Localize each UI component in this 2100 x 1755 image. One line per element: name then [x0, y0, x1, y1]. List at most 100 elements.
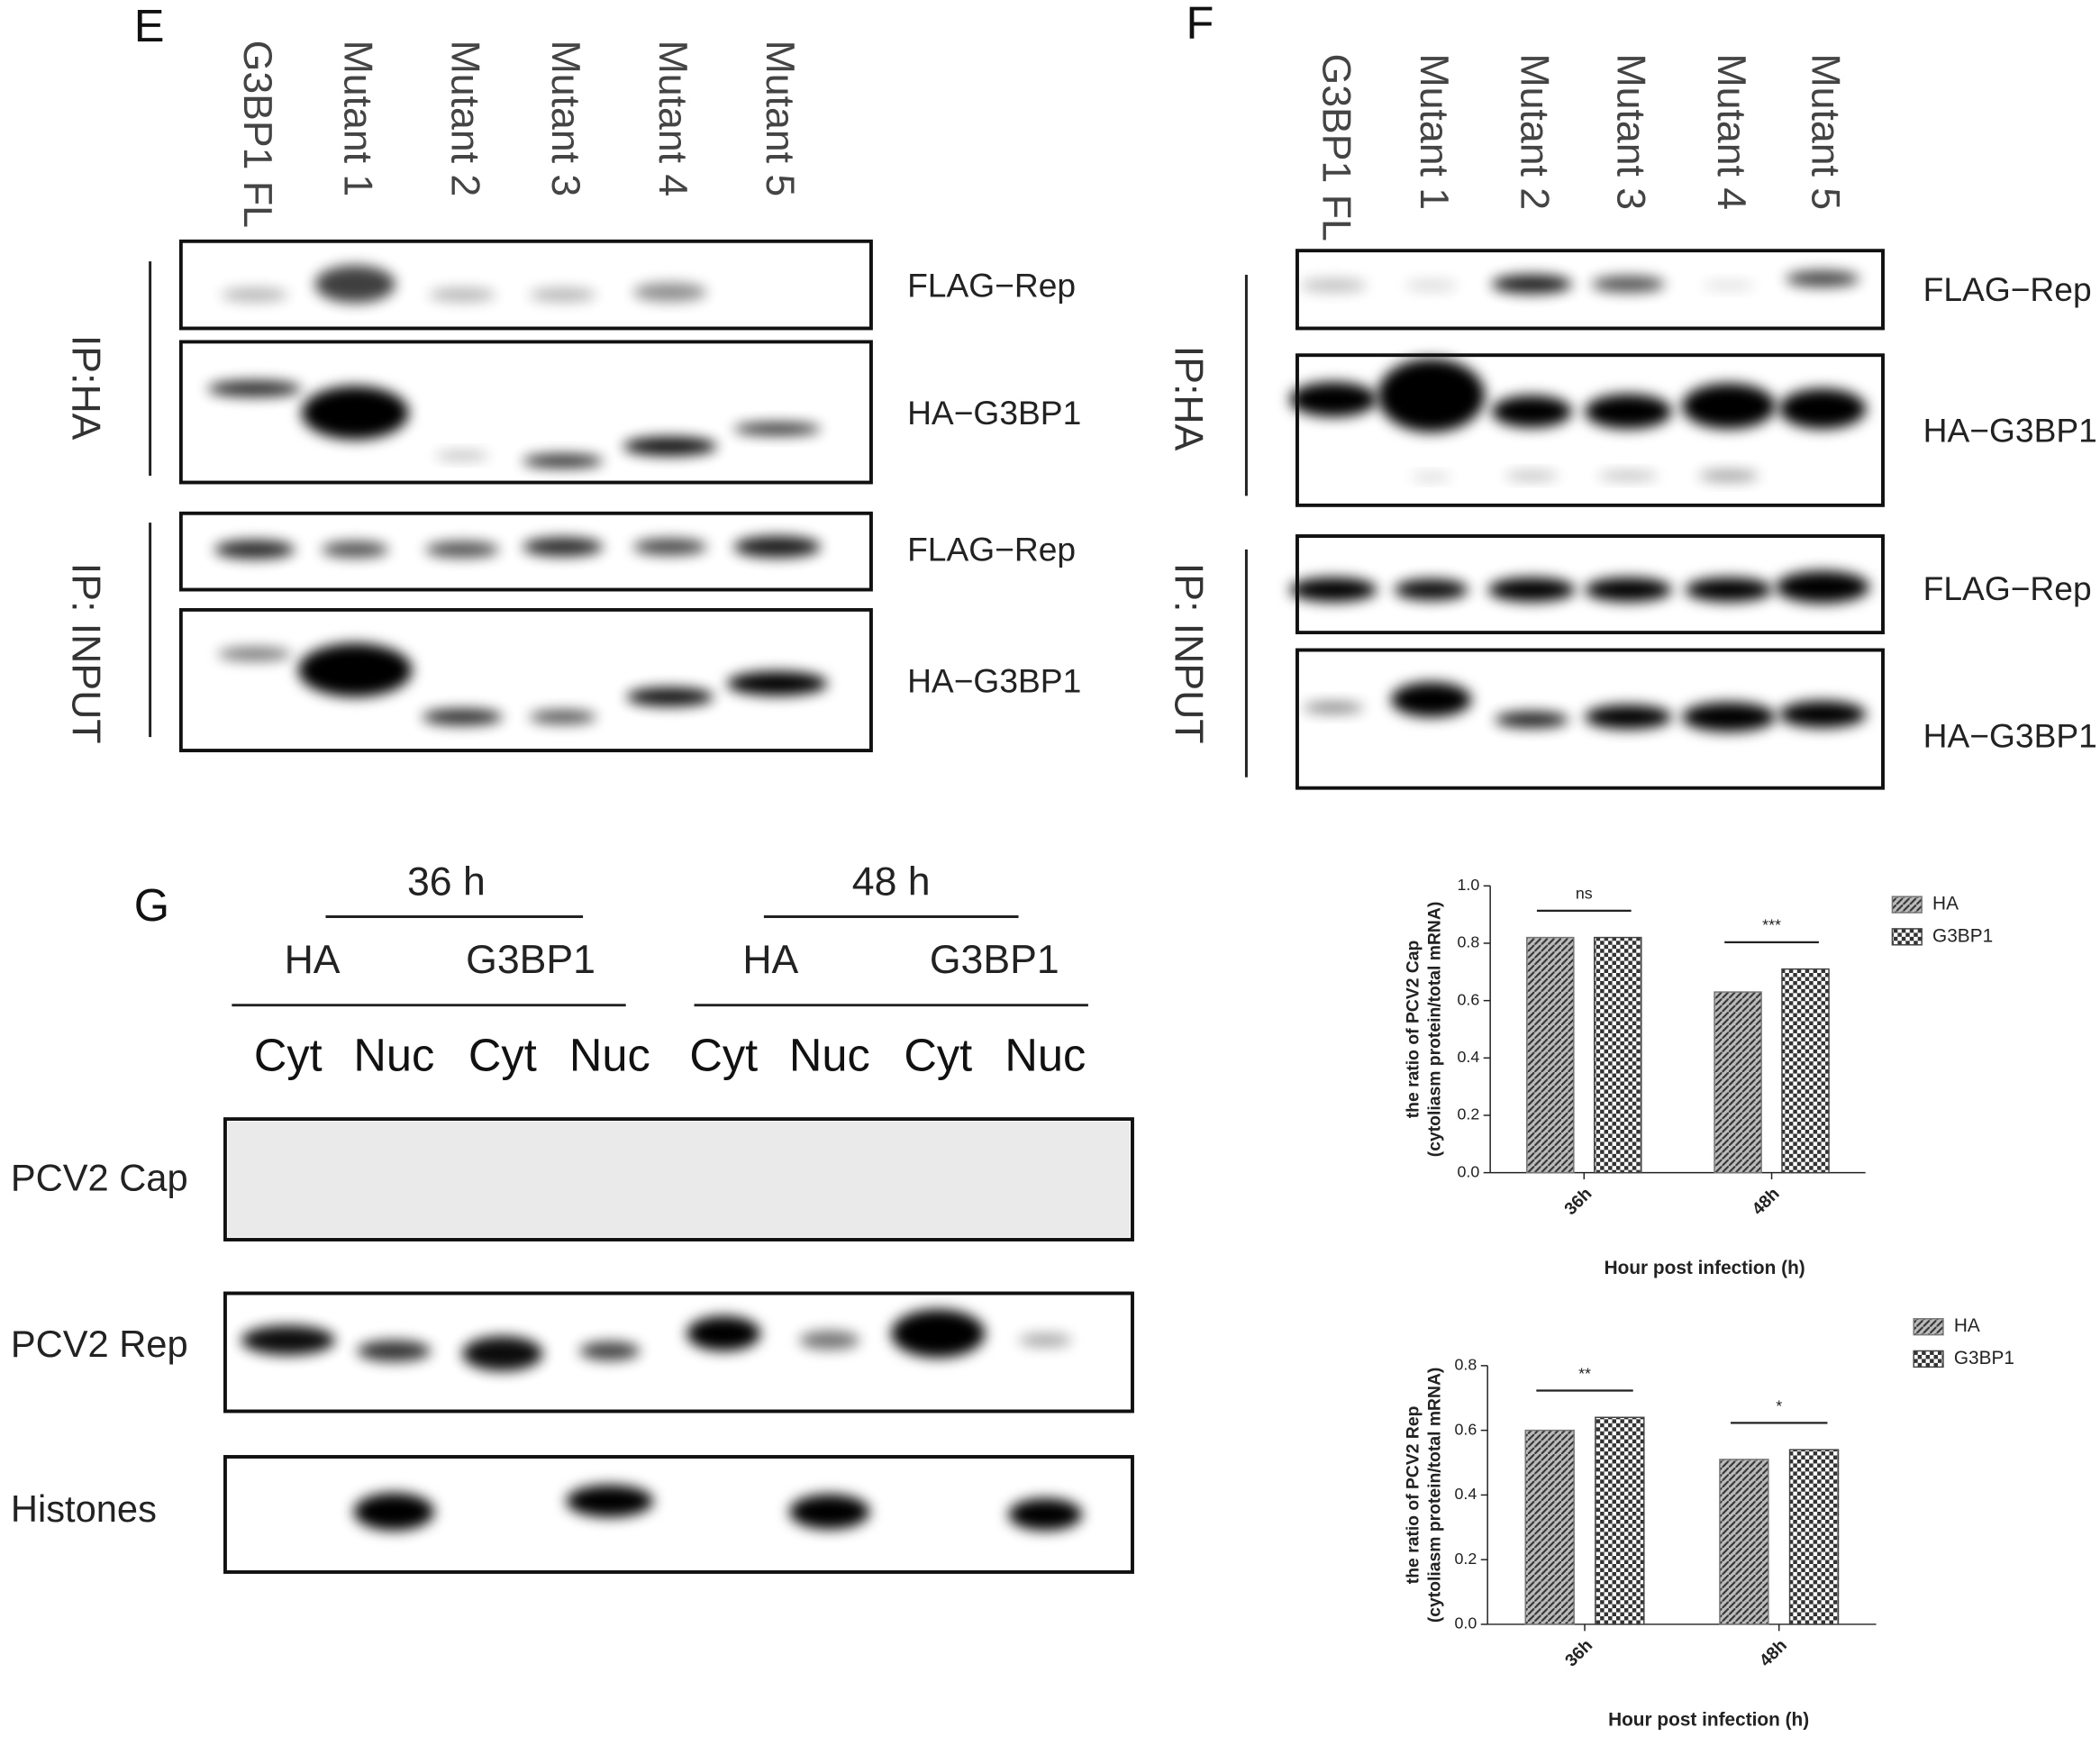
significance-label: *	[1776, 1396, 1782, 1414]
band	[1491, 274, 1572, 294]
band	[1585, 577, 1672, 602]
x-axis-label: Hour post infection (h)	[1608, 1710, 1809, 1731]
lane-label: Mutant 3	[1609, 54, 1653, 211]
group-label: IP:HA	[63, 335, 107, 441]
band	[1786, 270, 1859, 287]
band	[1778, 388, 1867, 430]
x-tick-label: 48h	[1756, 1636, 1790, 1670]
blot	[178, 239, 873, 331]
lane-label: Mutant 4	[1709, 54, 1753, 211]
band	[566, 1485, 654, 1517]
legend-label: G3BP1	[1932, 925, 1993, 946]
group-label: IP: INPUT	[63, 563, 107, 744]
band	[1391, 682, 1472, 717]
band	[1681, 702, 1777, 732]
blot-frame	[1295, 648, 1885, 790]
band	[1377, 358, 1486, 432]
y-tick-label: 0.8	[1454, 1356, 1477, 1374]
blot-frame	[223, 1291, 1134, 1414]
bar	[1714, 991, 1762, 1174]
x-tick-label: 36h	[1561, 1185, 1595, 1219]
band	[891, 1309, 986, 1358]
y-tick-label: 0.0	[1457, 1162, 1479, 1180]
bar	[1719, 1459, 1769, 1625]
row-label: PCV2 Rep	[11, 1323, 188, 1365]
y-tick-label: 0.4	[1457, 1048, 1479, 1066]
blot-frame	[178, 511, 873, 592]
row-label: PCV2 Cap	[11, 1157, 188, 1199]
fraction-label: Cyt	[468, 1030, 537, 1081]
fraction-label: Nuc	[569, 1030, 650, 1081]
y-tick-label: 0.2	[1454, 1550, 1477, 1568]
band	[1404, 279, 1459, 291]
legend-swatch	[1891, 896, 1923, 914]
band	[1505, 471, 1559, 480]
fraction-label: Cyt	[689, 1030, 758, 1081]
band	[1585, 394, 1672, 430]
blot-frame	[1295, 249, 1885, 331]
row-label: HA−G3BP1	[907, 662, 1081, 700]
band	[1778, 701, 1867, 728]
time-label: 48 h	[852, 860, 931, 905]
band	[529, 710, 596, 724]
row-label: FLAG−Rep	[1923, 270, 2092, 308]
condition-label: HA	[285, 938, 341, 982]
y-tick-label: 0.6	[1454, 1420, 1477, 1438]
band	[1008, 1498, 1083, 1531]
band	[1681, 383, 1777, 430]
group-label: IP: INPUT	[1167, 563, 1211, 744]
lane-label: Mutant 2	[1512, 54, 1556, 211]
band	[429, 287, 496, 302]
panel-label: E	[134, 0, 165, 51]
band	[1685, 577, 1773, 602]
y-tick-label: 1.0	[1457, 876, 1479, 894]
band	[207, 380, 302, 397]
band	[462, 1336, 543, 1371]
band	[1289, 381, 1377, 417]
group-label: IP:HA	[1167, 346, 1211, 451]
blot-frame	[1295, 353, 1885, 507]
bar	[1594, 936, 1642, 1174]
lane-label: Mutant 1	[335, 41, 379, 197]
band	[322, 541, 389, 558]
x-tick-label: 36h	[1562, 1636, 1596, 1670]
fraction-label: Nuc	[353, 1030, 434, 1081]
band	[1018, 1333, 1073, 1348]
band	[1491, 395, 1572, 428]
band	[1591, 276, 1666, 293]
band	[1698, 470, 1759, 482]
legend-swatch	[1891, 928, 1923, 946]
band	[733, 536, 822, 558]
lane-label: Mutant 5	[758, 41, 802, 197]
y-tick-label: 0.0	[1454, 1614, 1477, 1632]
x-axis-label: Hour post infection (h)	[1605, 1258, 1805, 1278]
band	[626, 687, 714, 706]
row-label: HA−G3BP1	[1923, 716, 2097, 754]
band	[1289, 577, 1377, 602]
row-label: Histones	[11, 1487, 157, 1530]
band	[686, 1315, 761, 1351]
band	[241, 1325, 335, 1355]
x-tick-label: 48h	[1749, 1185, 1783, 1219]
panel-label: G	[134, 879, 169, 931]
band	[1776, 570, 1870, 604]
band	[314, 265, 395, 304]
y-tick-label: 0.2	[1457, 1105, 1479, 1123]
significance-label: ***	[1762, 916, 1781, 934]
row-label: FLAG−Rep	[907, 531, 1076, 568]
band	[529, 287, 596, 302]
condition-label: G3BP1	[466, 938, 595, 982]
lane-label: Mutant 3	[543, 41, 587, 197]
row-label: FLAG−Rep	[1923, 569, 2092, 607]
blot	[1295, 249, 1885, 331]
blot-frame	[223, 1117, 1134, 1241]
legend-swatch	[1913, 1318, 1944, 1336]
y-tick-label: 0.6	[1457, 990, 1479, 1008]
y-axis-label: the ratio of PCV2 Cap	[1404, 940, 1423, 1118]
blot-frame	[1295, 534, 1885, 635]
legend-label: G3BP1	[1954, 1348, 2014, 1369]
legend-label: HA	[1954, 1315, 1980, 1336]
time-label: 36 h	[407, 860, 486, 905]
y-axis-label: (cytoliasm protein/total mRNA)	[1425, 902, 1444, 1158]
